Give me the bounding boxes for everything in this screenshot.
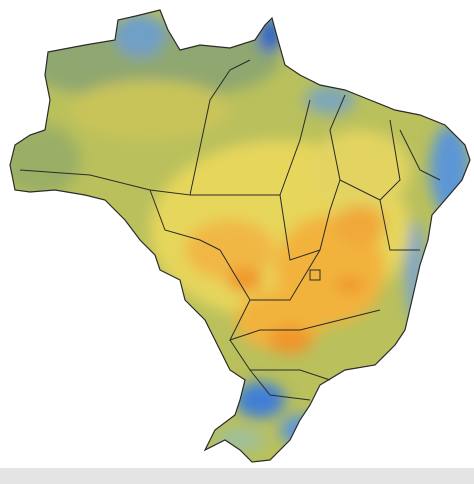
south-zone (215, 428, 265, 452)
blue-patch (115, 13, 165, 57)
blue-patch (235, 382, 285, 418)
west-zone (10, 125, 80, 195)
blue-patch (305, 85, 355, 115)
orange-zone (335, 205, 385, 245)
blue-patch (430, 125, 470, 215)
yellow-zone (310, 130, 410, 210)
hot-spot (227, 268, 263, 292)
hot-spot (268, 326, 312, 354)
yellow-band (70, 80, 230, 140)
blue-patch (258, 17, 282, 53)
state-borders (9, 9, 471, 463)
hot-spot (335, 277, 365, 293)
orange-zone (185, 220, 275, 280)
bottom-strip (0, 468, 474, 484)
